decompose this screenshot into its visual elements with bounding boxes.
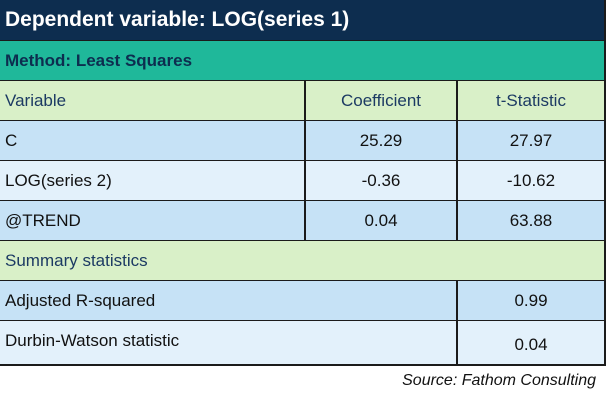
summary-row: Durbin-Watson statistic 0.04 (0, 320, 604, 365)
variable-cell: LOG(series 2) (5, 171, 112, 190)
t-statistic-cell: 63.88 (456, 201, 604, 240)
column-header-coefficient: Coefficient (304, 81, 456, 120)
source-note: Source: Fathom Consulting (402, 372, 596, 389)
t-statistic-cell: 27.97 (456, 121, 604, 160)
summary-value: 0.04 (456, 321, 604, 365)
summary-label: Adjusted R-squared (5, 291, 156, 310)
summary-label: Durbin-Watson statistic (5, 331, 180, 350)
regression-table: Dependent variable: LOG(series 1) Method… (0, 0, 606, 366)
summary-row: Adjusted R-squared 0.99 (0, 280, 604, 320)
coefficient-cell: 0.04 (304, 201, 456, 240)
variable-cell: C (5, 131, 18, 150)
summary-header-row: Summary statistics (0, 240, 604, 280)
coefficient-cell: -0.36 (304, 161, 456, 200)
table-row: LOG(series 2) -0.36 -10.62 (0, 160, 604, 200)
column-header-row: Variable Coefficient t-Statistic (0, 80, 604, 120)
table-row: C 25.29 27.97 (0, 120, 604, 160)
summary-value: 0.99 (456, 281, 604, 320)
method-label: Method: Least Squares (0, 40, 604, 80)
column-header-variable: Variable (5, 91, 67, 110)
table-row: @TREND 0.04 63.88 (0, 200, 604, 240)
summary-header: Summary statistics (5, 251, 148, 270)
table-title: Dependent variable: LOG(series 1) (0, 0, 604, 40)
t-statistic-cell: -10.62 (456, 161, 604, 200)
column-header-t-statistic: t-Statistic (456, 81, 604, 120)
coefficient-cell: 25.29 (304, 121, 456, 160)
variable-cell: @TREND (5, 211, 81, 230)
